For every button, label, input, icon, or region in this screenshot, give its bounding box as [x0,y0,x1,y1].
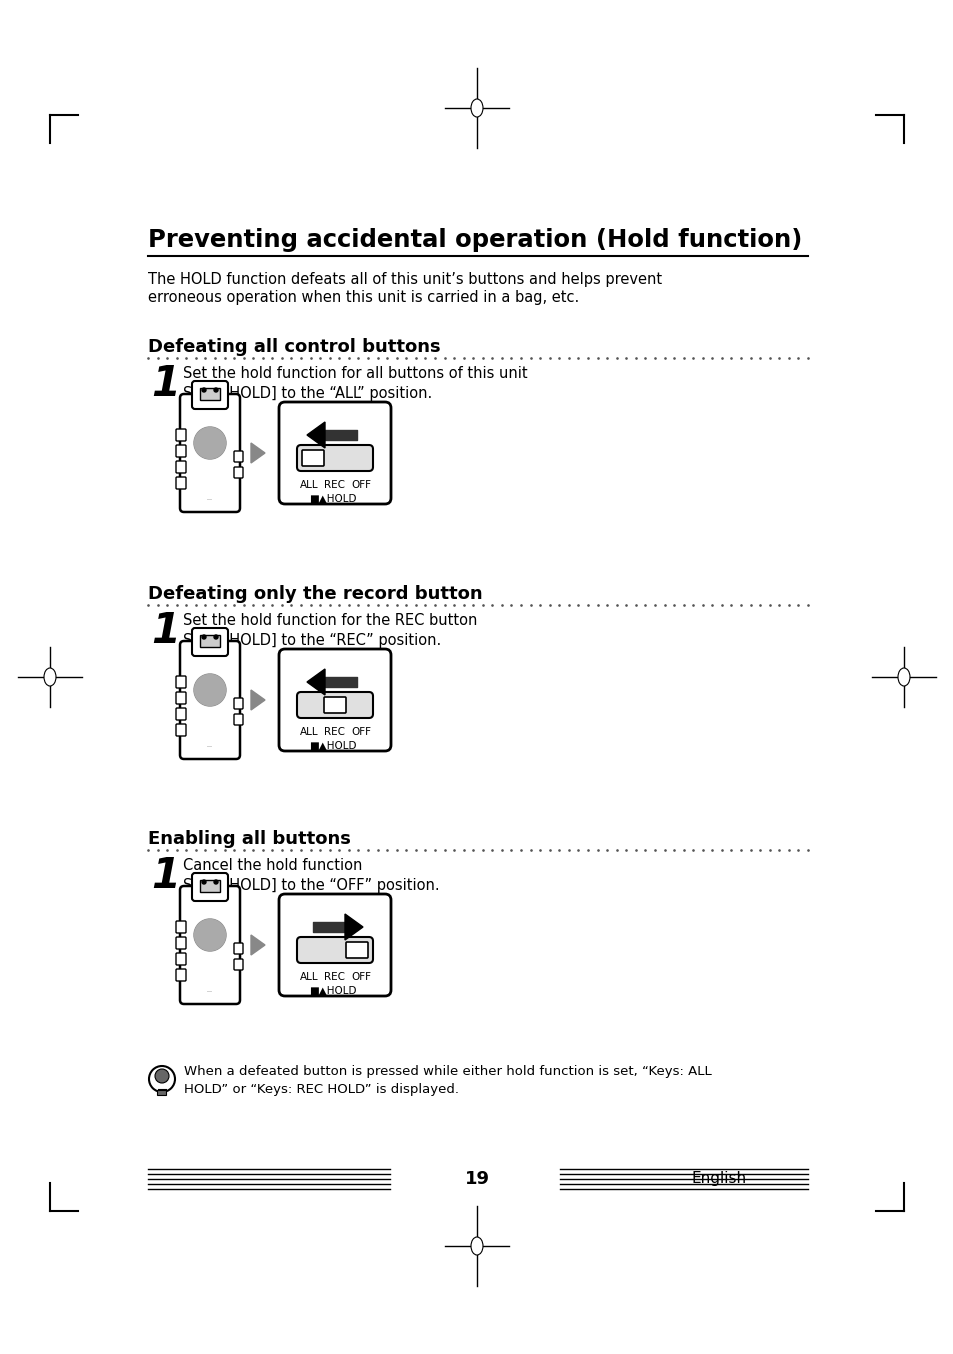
FancyBboxPatch shape [175,692,186,704]
FancyBboxPatch shape [296,937,373,963]
Text: HOLD” or “Keys: REC HOLD” is displayed.: HOLD” or “Keys: REC HOLD” is displayed. [184,1083,458,1095]
Circle shape [193,674,226,705]
Text: 1: 1 [151,363,180,405]
FancyBboxPatch shape [175,445,186,458]
Text: Cancel the hold function: Cancel the hold function [183,858,362,873]
Circle shape [213,389,218,393]
FancyBboxPatch shape [233,451,243,462]
Circle shape [194,428,225,459]
Text: Slide [HOLD] to the “REC” position.: Slide [HOLD] to the “REC” position. [183,634,441,649]
Text: erroneous operation when this unit is carried in a bag, etc.: erroneous operation when this unit is ca… [148,290,578,305]
Text: Slide [HOLD] to the “ALL” position.: Slide [HOLD] to the “ALL” position. [183,386,432,401]
Circle shape [193,427,226,459]
FancyBboxPatch shape [175,460,186,473]
Text: Defeating all control buttons: Defeating all control buttons [148,338,440,356]
Text: Set the hold function for the REC button: Set the hold function for the REC button [183,613,476,628]
Circle shape [202,389,206,393]
Polygon shape [251,936,265,955]
Text: REC: REC [324,972,345,982]
Text: REC: REC [324,727,345,737]
Text: ■▲HOLD: ■▲HOLD [309,986,356,997]
FancyBboxPatch shape [175,937,186,949]
Polygon shape [345,914,363,940]
Text: ■▲HOLD: ■▲HOLD [309,494,356,504]
Text: 19: 19 [464,1170,489,1187]
Polygon shape [251,443,265,463]
FancyBboxPatch shape [278,649,391,751]
Circle shape [194,674,225,705]
Text: REC: REC [324,481,345,490]
FancyBboxPatch shape [192,628,228,655]
FancyBboxPatch shape [296,692,373,718]
Ellipse shape [471,1238,482,1255]
Text: ALL: ALL [299,481,318,490]
FancyBboxPatch shape [233,942,243,955]
Text: Set the hold function for all buttons of this unit: Set the hold function for all buttons of… [183,366,527,380]
FancyBboxPatch shape [324,697,346,714]
Text: ---: --- [207,990,213,994]
FancyBboxPatch shape [175,921,186,933]
Circle shape [149,1066,174,1091]
Circle shape [202,635,206,639]
Text: ---: --- [207,497,213,502]
Text: Slide [HOLD] to the “OFF” position.: Slide [HOLD] to the “OFF” position. [183,877,439,894]
Polygon shape [307,669,325,695]
FancyBboxPatch shape [278,402,391,504]
Circle shape [154,1070,169,1083]
FancyBboxPatch shape [175,429,186,441]
Text: Enabling all buttons: Enabling all buttons [148,830,351,848]
Text: OFF: OFF [351,972,371,982]
Circle shape [202,880,206,884]
FancyBboxPatch shape [200,389,220,399]
Text: Defeating only the record button: Defeating only the record button [148,585,482,603]
Circle shape [213,635,218,639]
Circle shape [194,919,225,951]
FancyBboxPatch shape [233,699,243,709]
FancyBboxPatch shape [302,450,324,466]
FancyBboxPatch shape [192,380,228,409]
Text: ---: --- [207,745,213,750]
FancyBboxPatch shape [175,724,186,737]
Text: Preventing accidental operation (Hold function): Preventing accidental operation (Hold fu… [148,227,801,252]
FancyBboxPatch shape [192,873,228,900]
Polygon shape [251,691,265,709]
FancyBboxPatch shape [233,959,243,969]
FancyBboxPatch shape [175,953,186,965]
FancyBboxPatch shape [296,445,373,471]
FancyBboxPatch shape [233,467,243,478]
FancyBboxPatch shape [175,477,186,489]
Text: The HOLD function defeats all of this unit’s buttons and helps prevent: The HOLD function defeats all of this un… [148,272,661,287]
FancyBboxPatch shape [200,635,220,647]
FancyBboxPatch shape [175,969,186,982]
Circle shape [213,880,218,884]
Text: ■▲HOLD: ■▲HOLD [309,741,356,751]
FancyBboxPatch shape [200,880,220,892]
FancyBboxPatch shape [180,394,240,512]
Ellipse shape [897,668,909,686]
Text: 1: 1 [151,854,180,896]
Ellipse shape [44,668,56,686]
Text: ALL: ALL [299,727,318,737]
FancyBboxPatch shape [180,886,240,1005]
Text: OFF: OFF [351,481,371,490]
FancyBboxPatch shape [233,714,243,724]
Text: English: English [691,1171,746,1186]
FancyBboxPatch shape [346,942,368,959]
Text: ALL: ALL [299,972,318,982]
Polygon shape [307,422,325,448]
FancyBboxPatch shape [278,894,391,997]
Bar [157,1090,167,1095]
FancyBboxPatch shape [180,640,240,760]
Ellipse shape [471,99,482,116]
Text: 1: 1 [151,611,180,653]
FancyBboxPatch shape [175,708,186,720]
Circle shape [193,919,226,951]
FancyBboxPatch shape [175,676,186,688]
Text: OFF: OFF [351,727,371,737]
Text: When a defeated button is pressed while either hold function is set, “Keys: ALL: When a defeated button is pressed while … [184,1066,711,1078]
